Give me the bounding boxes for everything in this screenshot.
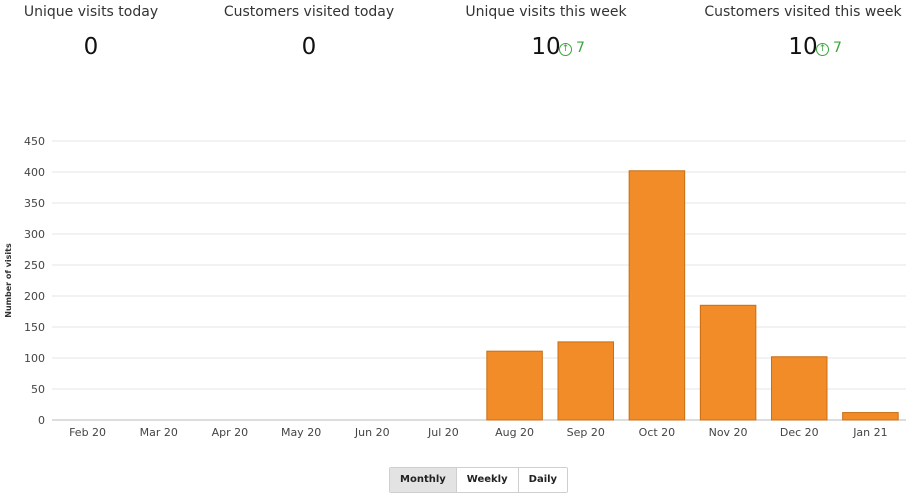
stat-unique-visits-week: Unique visits this week 10 ↑ 7 [441,4,651,64]
stat-label: Customers visited today [223,4,395,20]
y-tick-label: 150 [24,321,45,334]
x-tick-label: Oct 20 [639,426,676,439]
bar [842,412,899,421]
x-tick-label: Jan 21 [852,426,887,439]
toggle-monthly-button[interactable]: Monthly [390,468,457,492]
y-tick-label: 100 [24,352,45,365]
stat-label: Customers visited this week [704,4,902,20]
stat-unique-visits-today: Unique visits today 0 [0,4,196,64]
y-tick-label: 300 [24,228,45,241]
y-tick-label: 50 [31,383,45,396]
period-toggle: Monthly Weekly Daily [389,467,569,493]
stat-delta: ↑ 7 [559,40,585,56]
y-tick-label: 0 [38,414,45,427]
bar [557,341,615,421]
stat-value: 10 [788,34,818,60]
bar [770,356,828,421]
stat-delta: ↑ 7 [816,40,842,56]
x-tick-label: Aug 20 [495,426,534,439]
bar [486,350,543,421]
delta-value: 7 [833,40,842,56]
stat-value: 0 [301,34,317,60]
x-tick-label: Nov 20 [709,426,748,439]
x-tick-label: Sep 20 [567,426,605,439]
y-tick-label: 200 [24,290,45,303]
y-tick-label: 450 [24,135,45,148]
stat-customers-visited-today: Customers visited today 0 [204,4,414,64]
visits-bar-chart: 0 50 100 150 200 250 300 350 400 450 Number of vis… [4,135,906,439]
x-tick-label: Jun 20 [354,426,390,439]
x-tick-label: Feb 20 [69,426,106,439]
bar [628,170,686,421]
y-axis-label: Number of visits [4,243,13,318]
delta-value: 7 [576,40,585,56]
toggle-daily-button[interactable]: Daily [518,468,568,492]
arrow-up-circle-icon: ↑ [559,43,572,56]
x-tick-label: Mar 20 [140,426,178,439]
stat-value: 0 [83,34,99,60]
x-tick-label: Jul 20 [427,426,459,439]
stat-value: 10 [531,34,561,60]
bar [699,304,757,421]
x-tick-label: Dec 20 [780,426,819,439]
y-tick-label: 350 [24,197,45,210]
stats-row: Unique visits today 0 Customers visited … [0,0,915,80]
stat-customers-visited-week: Customers visited this week 10 ↑ 7 [698,4,908,64]
y-tick-label: 400 [24,166,45,179]
stat-label: Unique visits this week [465,4,627,20]
x-tick-label: Apr 20 [212,426,249,439]
y-tick-label: 250 [24,259,45,272]
x-tick-label: May 20 [281,426,321,439]
stat-label: Unique visits today [23,4,159,20]
toggle-weekly-button[interactable]: Weekly [456,468,519,492]
arrow-up-circle-icon: ↑ [816,43,829,56]
